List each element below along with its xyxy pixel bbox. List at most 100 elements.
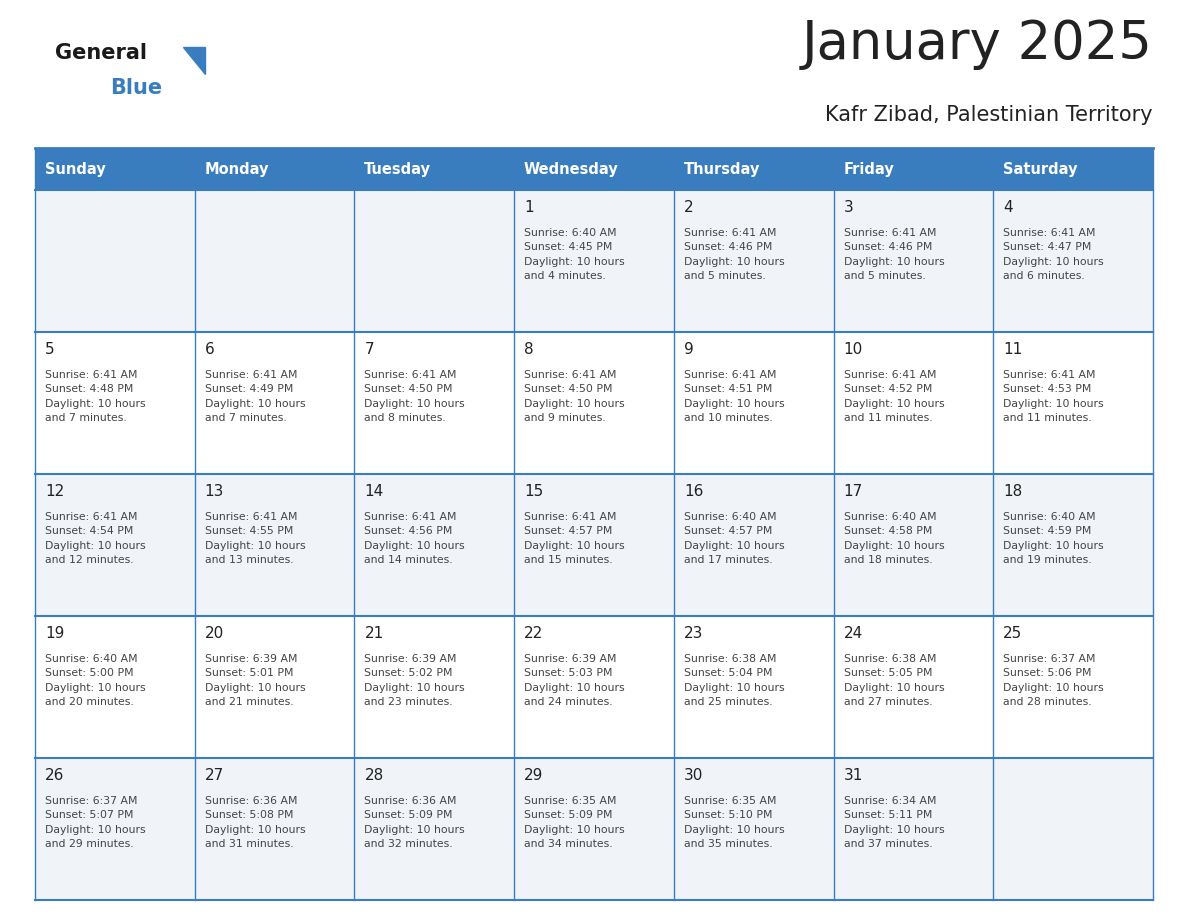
Text: 9: 9	[684, 342, 694, 357]
Bar	[514, 332, 674, 474]
Text: Sunrise: 6:40 AM
Sunset: 5:00 PM
Daylight: 10 hours
and 20 minutes.: Sunrise: 6:40 AM Sunset: 5:00 PM Dayligh…	[45, 654, 146, 707]
Text: 3: 3	[843, 200, 853, 215]
Text: 8: 8	[524, 342, 533, 357]
Bar	[674, 148, 834, 190]
Bar	[195, 190, 354, 332]
Text: General: General	[55, 43, 147, 63]
Text: 15: 15	[524, 484, 543, 499]
Text: Sunrise: 6:41 AM
Sunset: 4:46 PM
Daylight: 10 hours
and 5 minutes.: Sunrise: 6:41 AM Sunset: 4:46 PM Dayligh…	[843, 228, 944, 281]
Text: Sunrise: 6:36 AM
Sunset: 5:08 PM
Daylight: 10 hours
and 31 minutes.: Sunrise: 6:36 AM Sunset: 5:08 PM Dayligh…	[204, 796, 305, 849]
Text: 21: 21	[365, 626, 384, 641]
Text: 10: 10	[843, 342, 862, 357]
Text: Sunrise: 6:38 AM
Sunset: 5:05 PM
Daylight: 10 hours
and 27 minutes.: Sunrise: 6:38 AM Sunset: 5:05 PM Dayligh…	[843, 654, 944, 707]
Text: 24: 24	[843, 626, 862, 641]
Text: Sunrise: 6:39 AM
Sunset: 5:03 PM
Daylight: 10 hours
and 24 minutes.: Sunrise: 6:39 AM Sunset: 5:03 PM Dayligh…	[524, 654, 625, 707]
Text: Kafr Zibad, Palestinian Territory: Kafr Zibad, Palestinian Territory	[826, 105, 1154, 125]
Text: Sunrise: 6:39 AM
Sunset: 5:02 PM
Daylight: 10 hours
and 23 minutes.: Sunrise: 6:39 AM Sunset: 5:02 PM Dayligh…	[365, 654, 465, 707]
Text: Sunrise: 6:41 AM
Sunset: 4:53 PM
Daylight: 10 hours
and 11 minutes.: Sunrise: 6:41 AM Sunset: 4:53 PM Dayligh…	[1004, 370, 1104, 423]
Text: January 2025: January 2025	[802, 18, 1154, 70]
Bar	[354, 332, 514, 474]
Bar	[993, 148, 1154, 190]
Bar	[514, 474, 674, 616]
Text: 28: 28	[365, 768, 384, 783]
Text: Wednesday: Wednesday	[524, 162, 619, 176]
Bar	[354, 474, 514, 616]
Text: 19: 19	[45, 626, 64, 641]
Text: 12: 12	[45, 484, 64, 499]
Text: Sunrise: 6:41 AM
Sunset: 4:49 PM
Daylight: 10 hours
and 7 minutes.: Sunrise: 6:41 AM Sunset: 4:49 PM Dayligh…	[204, 370, 305, 423]
Text: Thursday: Thursday	[683, 162, 760, 176]
Bar	[354, 616, 514, 758]
Text: Sunrise: 6:35 AM
Sunset: 5:09 PM
Daylight: 10 hours
and 34 minutes.: Sunrise: 6:35 AM Sunset: 5:09 PM Dayligh…	[524, 796, 625, 849]
Text: 23: 23	[684, 626, 703, 641]
Bar	[993, 332, 1154, 474]
Bar	[674, 332, 834, 474]
Bar	[834, 758, 993, 900]
Text: 17: 17	[843, 484, 862, 499]
Text: Sunrise: 6:41 AM
Sunset: 4:56 PM
Daylight: 10 hours
and 14 minutes.: Sunrise: 6:41 AM Sunset: 4:56 PM Dayligh…	[365, 512, 465, 565]
Text: 20: 20	[204, 626, 225, 641]
Bar	[993, 190, 1154, 332]
Bar	[195, 474, 354, 616]
Bar	[514, 190, 674, 332]
Text: Sunday: Sunday	[45, 162, 106, 176]
Text: Friday: Friday	[843, 162, 893, 176]
Text: Sunrise: 6:40 AM
Sunset: 4:57 PM
Daylight: 10 hours
and 17 minutes.: Sunrise: 6:40 AM Sunset: 4:57 PM Dayligh…	[684, 512, 784, 565]
Bar	[993, 474, 1154, 616]
Text: Sunrise: 6:36 AM
Sunset: 5:09 PM
Daylight: 10 hours
and 32 minutes.: Sunrise: 6:36 AM Sunset: 5:09 PM Dayligh…	[365, 796, 465, 849]
Text: 4: 4	[1004, 200, 1013, 215]
Text: Sunrise: 6:40 AM
Sunset: 4:59 PM
Daylight: 10 hours
and 19 minutes.: Sunrise: 6:40 AM Sunset: 4:59 PM Dayligh…	[1004, 512, 1104, 565]
Text: 30: 30	[684, 768, 703, 783]
Bar	[993, 616, 1154, 758]
Text: Sunrise: 6:41 AM
Sunset: 4:52 PM
Daylight: 10 hours
and 11 minutes.: Sunrise: 6:41 AM Sunset: 4:52 PM Dayligh…	[843, 370, 944, 423]
Bar	[34, 148, 195, 190]
Text: 16: 16	[684, 484, 703, 499]
Text: Sunrise: 6:38 AM
Sunset: 5:04 PM
Daylight: 10 hours
and 25 minutes.: Sunrise: 6:38 AM Sunset: 5:04 PM Dayligh…	[684, 654, 784, 707]
Text: 26: 26	[45, 768, 64, 783]
Bar	[354, 190, 514, 332]
Text: 25: 25	[1004, 626, 1023, 641]
Text: Sunrise: 6:34 AM
Sunset: 5:11 PM
Daylight: 10 hours
and 37 minutes.: Sunrise: 6:34 AM Sunset: 5:11 PM Dayligh…	[843, 796, 944, 849]
Text: Blue: Blue	[110, 78, 162, 98]
Text: 18: 18	[1004, 484, 1023, 499]
Text: 5: 5	[45, 342, 55, 357]
Bar	[34, 474, 195, 616]
Bar	[514, 758, 674, 900]
Bar	[834, 190, 993, 332]
Text: 7: 7	[365, 342, 374, 357]
Text: Sunrise: 6:39 AM
Sunset: 5:01 PM
Daylight: 10 hours
and 21 minutes.: Sunrise: 6:39 AM Sunset: 5:01 PM Dayligh…	[204, 654, 305, 707]
Bar	[195, 616, 354, 758]
Text: 6: 6	[204, 342, 215, 357]
Text: Saturday: Saturday	[1003, 162, 1078, 176]
Text: 2: 2	[684, 200, 694, 215]
Text: Sunrise: 6:41 AM
Sunset: 4:55 PM
Daylight: 10 hours
and 13 minutes.: Sunrise: 6:41 AM Sunset: 4:55 PM Dayligh…	[204, 512, 305, 565]
Bar	[834, 474, 993, 616]
Text: Sunrise: 6:37 AM
Sunset: 5:07 PM
Daylight: 10 hours
and 29 minutes.: Sunrise: 6:37 AM Sunset: 5:07 PM Dayligh…	[45, 796, 146, 849]
Bar	[195, 332, 354, 474]
Bar	[354, 758, 514, 900]
Text: Sunrise: 6:41 AM
Sunset: 4:47 PM
Daylight: 10 hours
and 6 minutes.: Sunrise: 6:41 AM Sunset: 4:47 PM Dayligh…	[1004, 228, 1104, 281]
Text: 31: 31	[843, 768, 862, 783]
Text: Sunrise: 6:41 AM
Sunset: 4:46 PM
Daylight: 10 hours
and 5 minutes.: Sunrise: 6:41 AM Sunset: 4:46 PM Dayligh…	[684, 228, 784, 281]
Bar	[674, 616, 834, 758]
Bar	[34, 758, 195, 900]
Bar	[34, 332, 195, 474]
Text: Sunrise: 6:35 AM
Sunset: 5:10 PM
Daylight: 10 hours
and 35 minutes.: Sunrise: 6:35 AM Sunset: 5:10 PM Dayligh…	[684, 796, 784, 849]
Text: Tuesday: Tuesday	[364, 162, 431, 176]
Text: Sunrise: 6:41 AM
Sunset: 4:54 PM
Daylight: 10 hours
and 12 minutes.: Sunrise: 6:41 AM Sunset: 4:54 PM Dayligh…	[45, 512, 146, 565]
Bar	[834, 332, 993, 474]
Text: Sunrise: 6:40 AM
Sunset: 4:45 PM
Daylight: 10 hours
and 4 minutes.: Sunrise: 6:40 AM Sunset: 4:45 PM Dayligh…	[524, 228, 625, 281]
Bar	[195, 758, 354, 900]
Bar	[674, 190, 834, 332]
Text: Sunrise: 6:37 AM
Sunset: 5:06 PM
Daylight: 10 hours
and 28 minutes.: Sunrise: 6:37 AM Sunset: 5:06 PM Dayligh…	[1004, 654, 1104, 707]
Text: Sunrise: 6:41 AM
Sunset: 4:50 PM
Daylight: 10 hours
and 8 minutes.: Sunrise: 6:41 AM Sunset: 4:50 PM Dayligh…	[365, 370, 465, 423]
Bar	[834, 148, 993, 190]
Bar	[674, 758, 834, 900]
Text: 13: 13	[204, 484, 225, 499]
Text: Sunrise: 6:41 AM
Sunset: 4:50 PM
Daylight: 10 hours
and 9 minutes.: Sunrise: 6:41 AM Sunset: 4:50 PM Dayligh…	[524, 370, 625, 423]
Bar	[195, 148, 354, 190]
Text: 1: 1	[524, 200, 533, 215]
Bar	[34, 616, 195, 758]
Bar	[993, 758, 1154, 900]
Text: 22: 22	[524, 626, 543, 641]
